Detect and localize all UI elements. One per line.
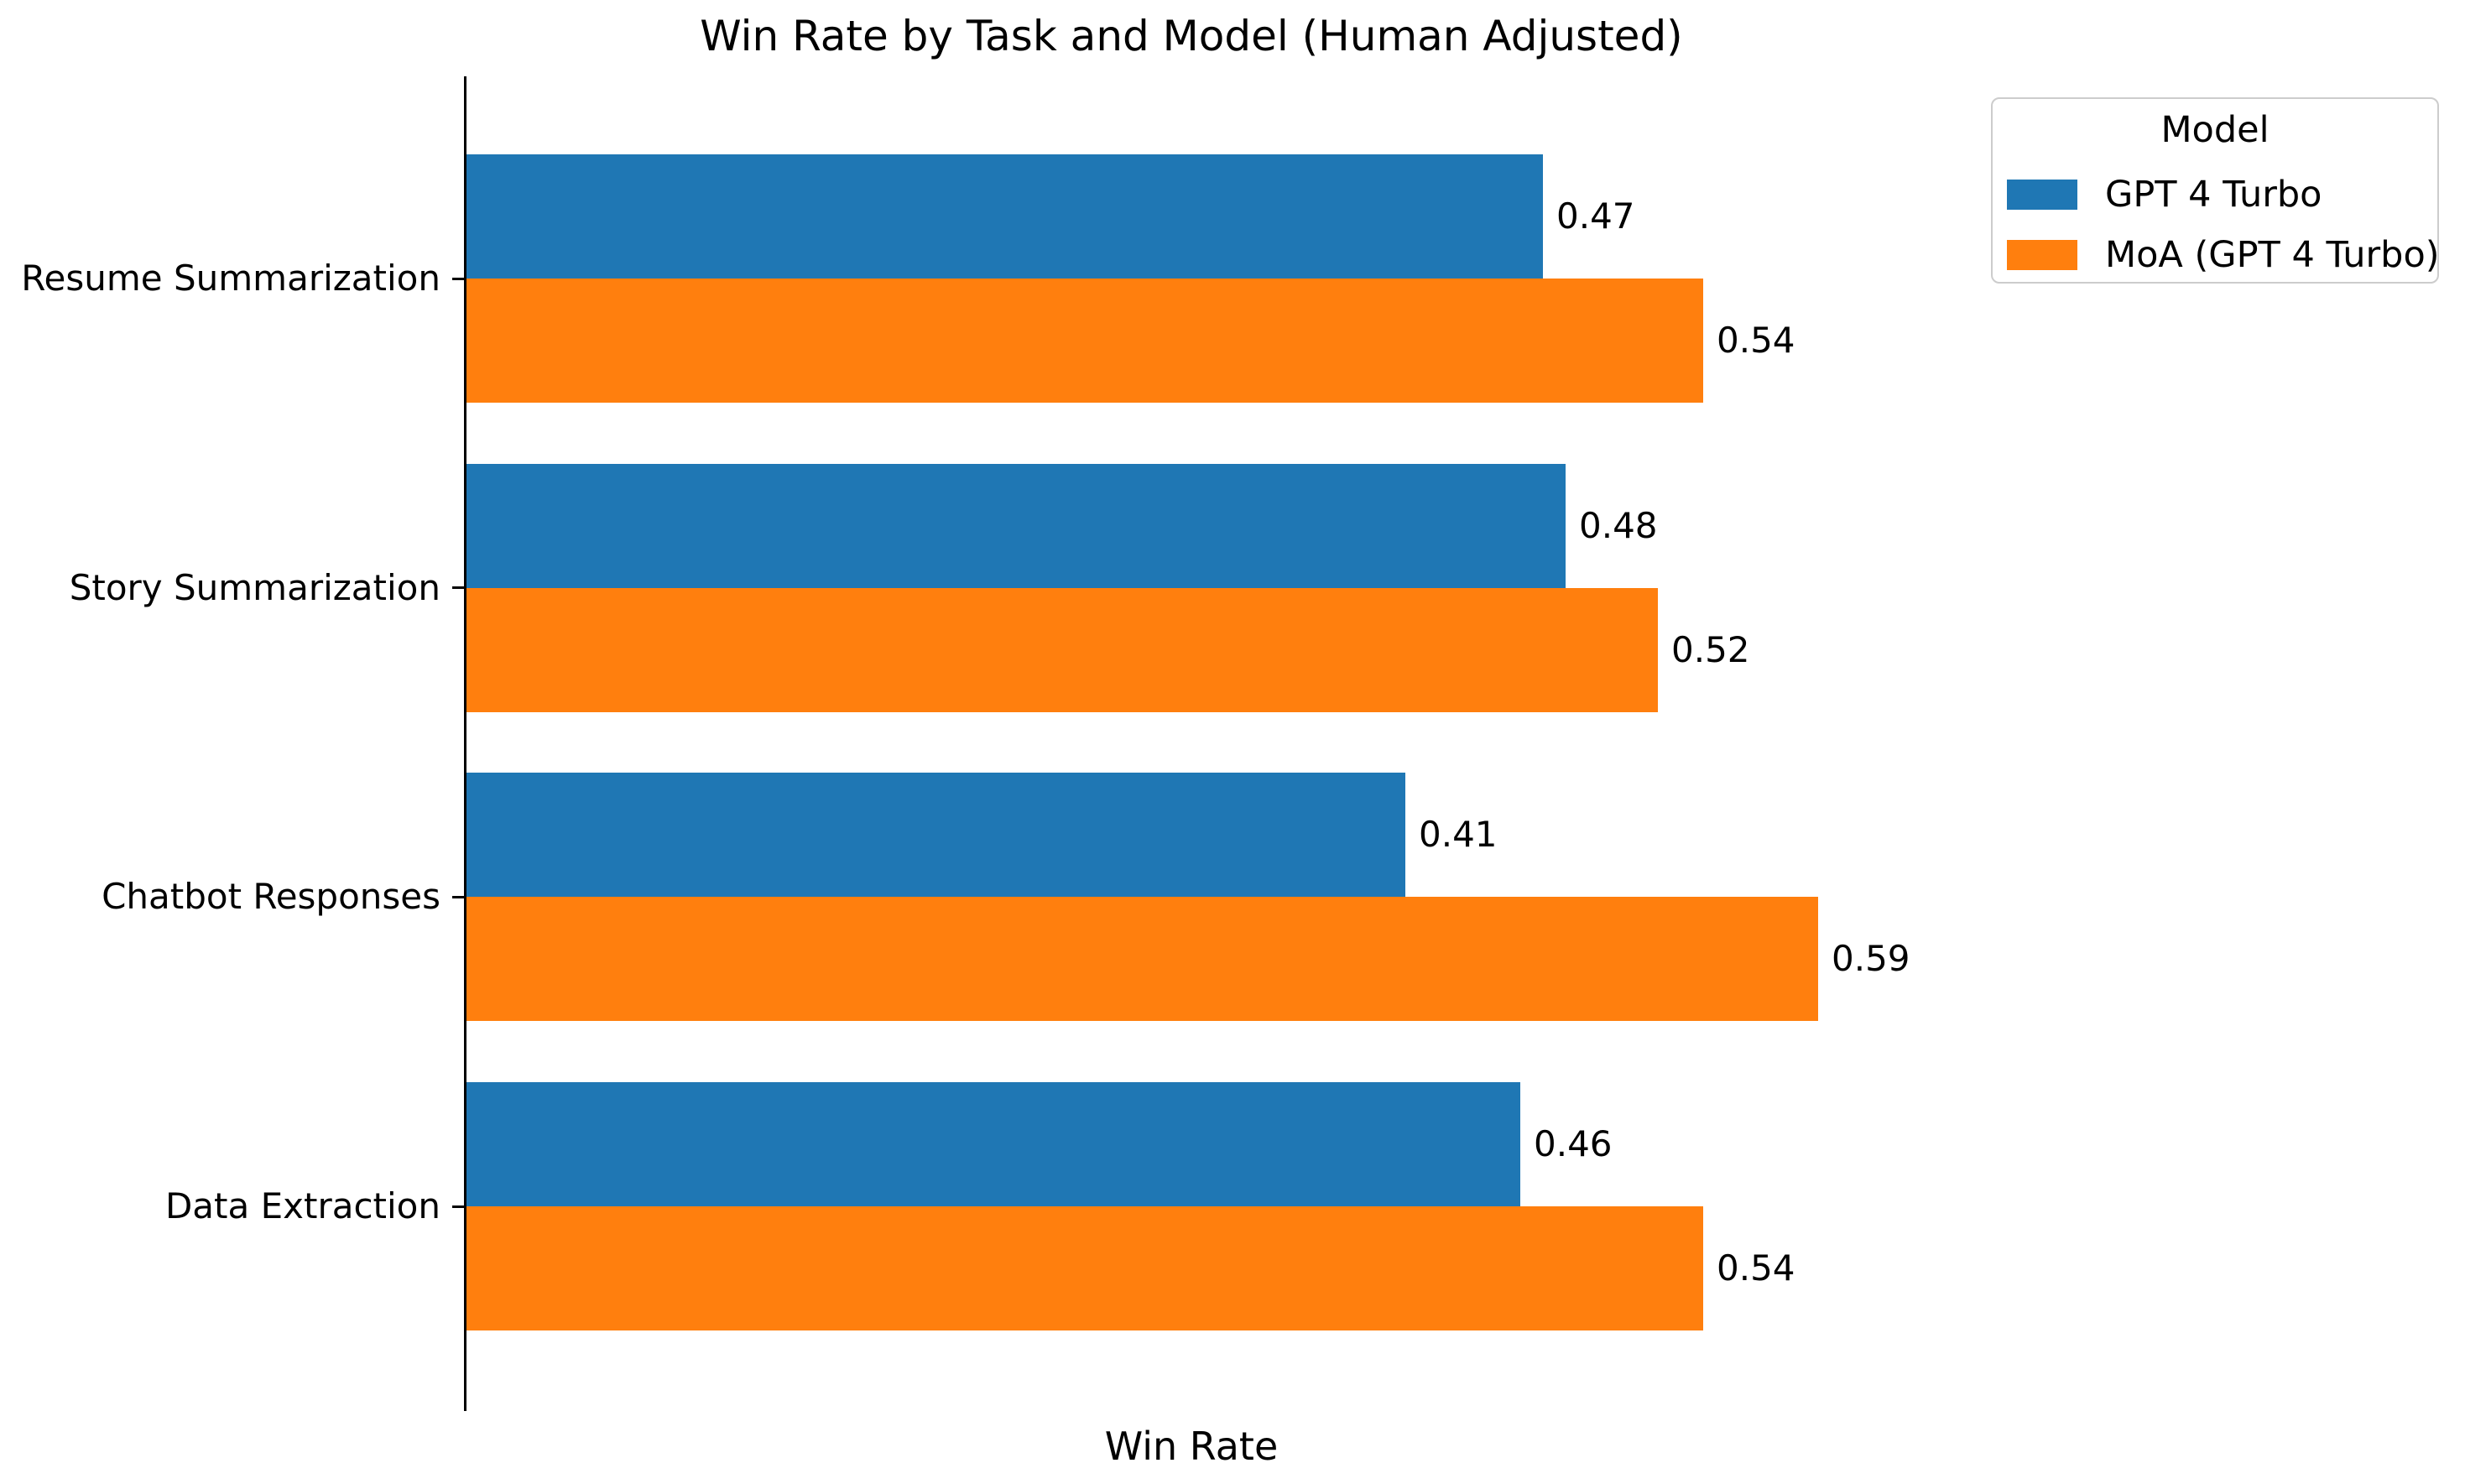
y-tick-label: Chatbot Responses <box>102 876 440 918</box>
y-tick-label: Resume Summarization <box>21 258 440 299</box>
bar-value-label: 0.54 <box>1717 1247 1795 1289</box>
bar-moa-2 <box>466 587 1658 712</box>
bar-moa-4 <box>466 1206 1703 1330</box>
y-axis-line <box>464 76 466 1411</box>
bar-value-label: 0.41 <box>1419 814 1498 856</box>
bar-gpt4turbo-1 <box>466 154 1543 279</box>
bar-value-label: 0.46 <box>1534 1123 1613 1164</box>
bar-gpt4turbo-4 <box>466 1082 1520 1206</box>
bar-gpt4turbo-3 <box>466 773 1405 898</box>
legend-swatch-blue <box>2007 180 2077 210</box>
bar-value-label: 0.48 <box>1579 504 1658 546</box>
legend-label: GPT 4 Turbo <box>2105 173 2322 216</box>
bar-value-label: 0.52 <box>1671 628 1750 670</box>
y-tick-mark <box>452 1205 464 1208</box>
plot-area: 0.47 0.54 0.48 0.52 0.41 0.59 0.46 0.54 <box>464 76 2465 1411</box>
chart-title: Win Rate by Task and Model (Human Adjust… <box>700 12 1683 60</box>
bar-moa-3 <box>466 897 1818 1022</box>
legend: Model GPT 4 Turbo MoA (GPT 4 Turbo) <box>1991 97 2440 284</box>
bar-moa-1 <box>466 279 1703 403</box>
y-tick-mark <box>452 586 464 590</box>
y-tick-label: Story Summarization <box>69 566 440 608</box>
x-axis-label: Win Rate <box>1104 1424 1279 1469</box>
y-tick-label: Data Extraction <box>164 1185 440 1226</box>
bar-value-label: 0.59 <box>1832 938 1910 980</box>
bar-value-label: 0.54 <box>1717 320 1795 361</box>
legend-title: Model <box>2160 109 2270 151</box>
legend-entry-moa-gpt-4-turbo: MoA (GPT 4 Turbo) <box>2007 233 2440 276</box>
y-tick-mark <box>452 895 464 898</box>
legend-swatch-orange <box>2007 240 2077 270</box>
legend-label: MoA (GPT 4 Turbo) <box>2105 233 2440 276</box>
bar-gpt4turbo-2 <box>466 463 1566 588</box>
y-tick-mark <box>452 277 464 280</box>
legend-entry-gpt-4-turbo: GPT 4 Turbo <box>2007 173 2322 216</box>
bar-value-label: 0.47 <box>1556 195 1635 237</box>
